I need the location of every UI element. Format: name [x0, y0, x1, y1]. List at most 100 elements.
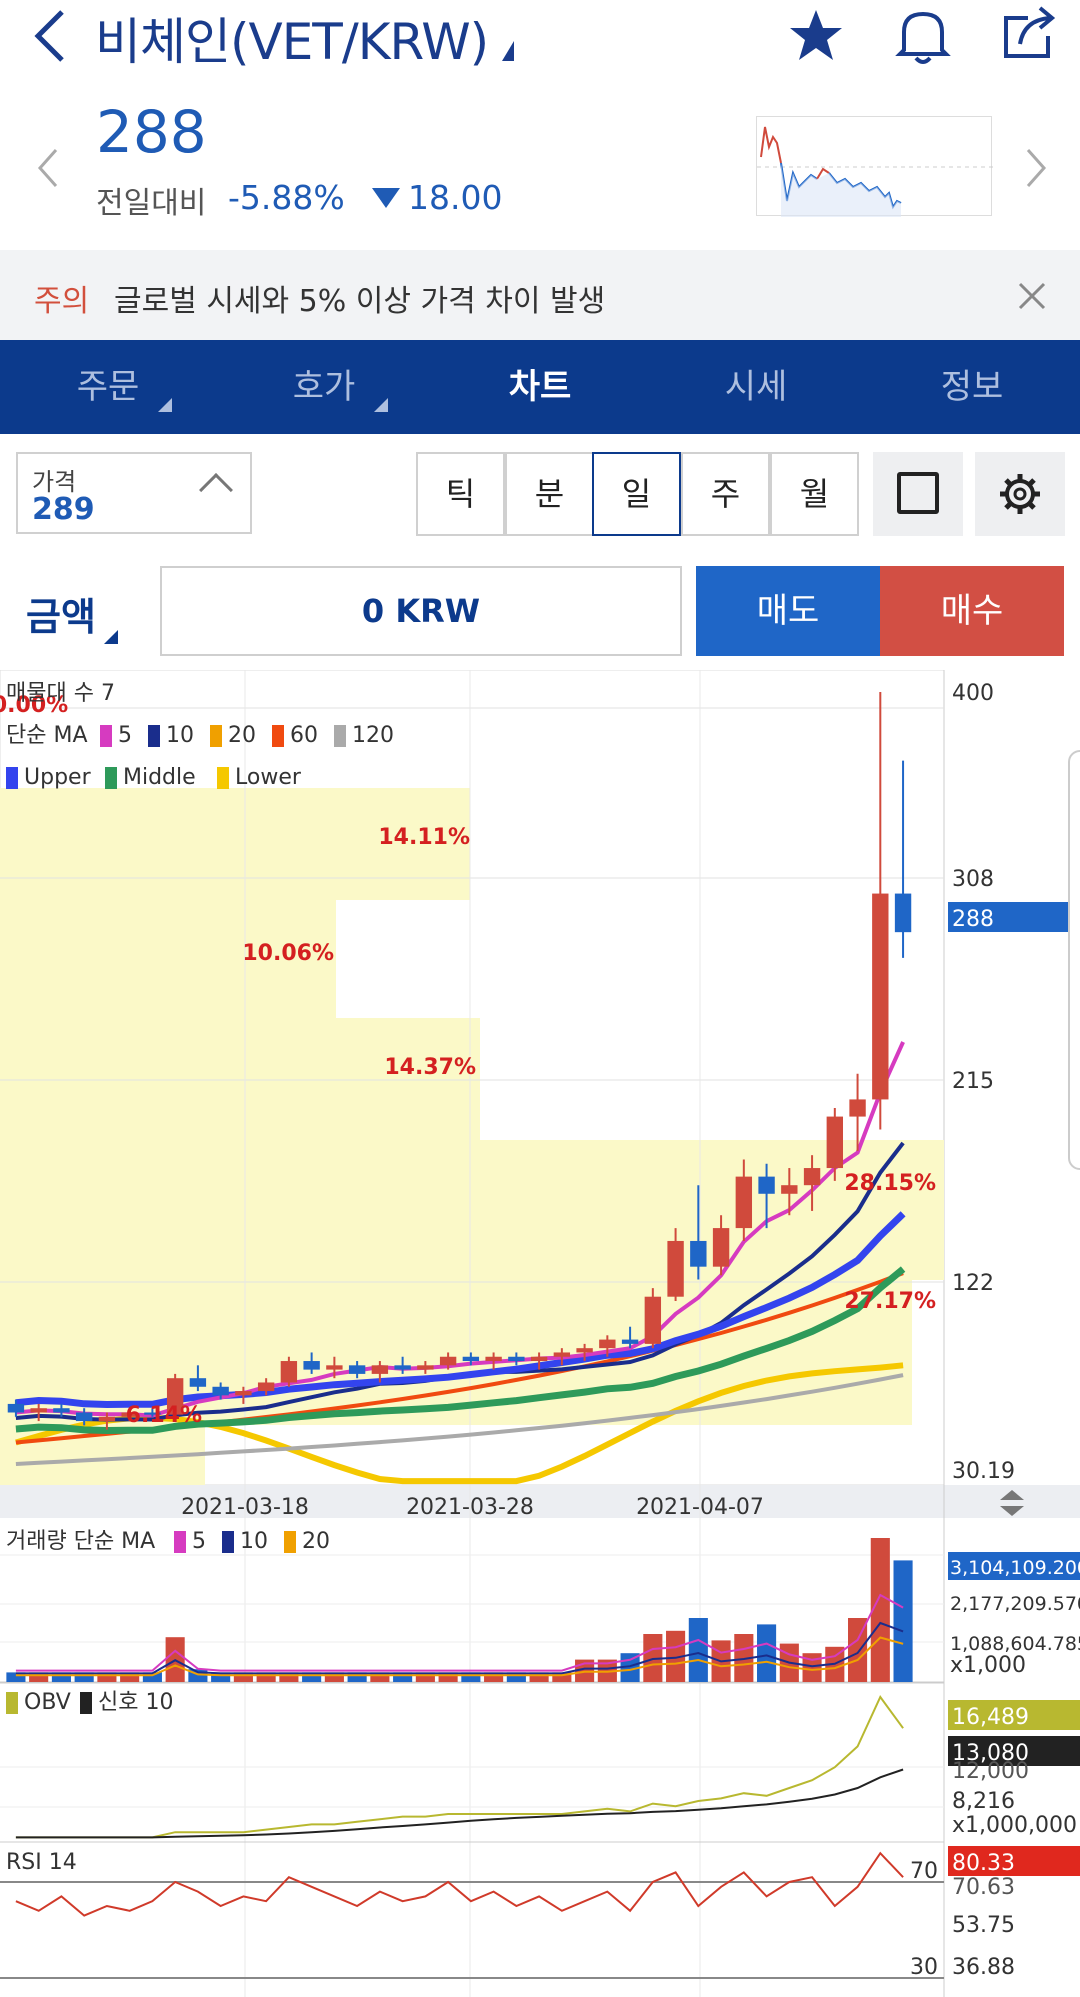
price-axis-tick: 215	[952, 1069, 994, 1094]
tab-label: 주문	[76, 367, 140, 407]
volume-bar	[393, 1672, 413, 1682]
amount-input[interactable]: 0 KRW	[160, 566, 682, 656]
ma120-line	[15, 1373, 904, 1466]
volume-bar	[529, 1672, 549, 1682]
obv-line	[15, 1695, 904, 1839]
buy-button[interactable]: 매수	[880, 566, 1064, 656]
rsi-level-label: 70	[910, 1859, 938, 1884]
close-icon[interactable]	[1016, 280, 1048, 312]
candle-body	[166, 1378, 184, 1415]
tab-chart[interactable]: 차트	[432, 340, 648, 434]
volume-legend-swatch	[174, 1531, 186, 1553]
candle-body	[599, 1339, 616, 1349]
volume-bar	[870, 1538, 890, 1682]
period-minute[interactable]: 분	[505, 452, 594, 536]
profile-percent-label: 28.15%	[844, 1171, 936, 1196]
profile-legend: 매물대 수 7	[6, 681, 115, 706]
obv-axis-tick: 8,216	[952, 1789, 1015, 1814]
bell-icon[interactable]	[894, 4, 952, 66]
tab-bar	[0, 340, 1080, 434]
volume-axis-tick: 3,104,109.200	[950, 1557, 1080, 1579]
volume-bar	[484, 1672, 504, 1682]
tab-quotes[interactable]: 시세	[648, 340, 864, 434]
ma-legend-item: 120	[352, 723, 394, 748]
volume-bar	[438, 1672, 458, 1682]
volume-bar	[415, 1672, 435, 1682]
ma-legend-item: 10	[166, 723, 194, 748]
period-month[interactable]: 월	[770, 452, 859, 536]
volume-ma20-line	[15, 1636, 904, 1677]
candle-body	[280, 1361, 298, 1383]
settings-button[interactable]	[975, 452, 1065, 536]
volume-bar	[666, 1630, 686, 1682]
volume-bar	[302, 1672, 322, 1682]
period-week[interactable]: 주	[681, 452, 770, 536]
tab-order[interactable]: 주문	[0, 340, 216, 434]
ma-legend-swatch	[100, 725, 112, 747]
date-axis-tick: 2021-03-18	[181, 1495, 309, 1520]
back-icon[interactable]	[30, 8, 70, 64]
volume-legend-item: 5	[192, 1529, 206, 1554]
tab-label: 차트	[508, 367, 572, 407]
obv-tag-bg	[948, 1700, 1080, 1730]
change-percent: -5.88%	[228, 178, 345, 217]
tab-label: 시세	[724, 367, 788, 407]
tab-caret-icon	[158, 398, 172, 412]
bb-legend-item: Middle	[123, 765, 196, 790]
period-day[interactable]: 일	[592, 452, 681, 536]
period-tick[interactable]: 틱	[416, 452, 505, 536]
candle-body	[212, 1386, 229, 1396]
candle-body	[667, 1240, 684, 1297]
volume-axis-tick: 2,177,209.570	[950, 1593, 1080, 1615]
page-title[interactable]: 비체인(VET/KRW)	[95, 2, 515, 74]
price-chart[interactable]: 0.00% 14.11% 10.06% 14.37% 28.15% 27.17% 6.14%…	[0, 670, 1080, 1997]
side-drawer-handle[interactable]	[1068, 750, 1080, 1170]
candle-body	[98, 1416, 116, 1422]
obv-axis-tick: 12,000	[952, 1759, 1029, 1784]
candle-body	[75, 1412, 93, 1422]
sell-button[interactable]: 매도	[696, 566, 880, 656]
volume-profile-band	[0, 900, 336, 1018]
tab-orderbook[interactable]: 호가	[216, 340, 432, 434]
rsi-axis-tick: 70.63	[952, 1875, 1015, 1900]
obv-signal-label: 신호 10	[98, 1690, 173, 1715]
rsi-legend-label: RSI 14	[6, 1850, 77, 1875]
volume-ma5-line	[15, 1593, 904, 1672]
candle-body	[121, 1412, 138, 1417]
volume-bar	[848, 1618, 868, 1682]
bb-legend-swatch	[105, 767, 117, 789]
profile-percent-label: 14.11%	[378, 825, 470, 850]
rsi-tag-bg	[948, 1846, 1080, 1876]
tab-info[interactable]: 정보	[864, 340, 1080, 434]
profile-percent-label: 0.00%	[0, 693, 68, 718]
resize-up-icon	[1000, 1490, 1024, 1500]
bb-upper-line	[15, 1211, 906, 1409]
volume-bar	[6, 1672, 26, 1682]
volume-bar	[802, 1653, 822, 1682]
candle-body	[348, 1365, 366, 1374]
rsi-axis-tick: 80.33	[952, 1851, 1015, 1876]
amount-type-label[interactable]: 금액	[26, 595, 96, 639]
candle-body	[553, 1352, 571, 1357]
price-axis-tick: 122	[952, 1271, 994, 1296]
fullscreen-button[interactable]	[873, 452, 963, 536]
profile-percent-label: 14.37%	[384, 1055, 476, 1080]
next-market-icon[interactable]	[1024, 146, 1048, 190]
price-selector[interactable]	[16, 452, 252, 534]
share-icon[interactable]	[998, 4, 1058, 64]
candle-body	[257, 1382, 275, 1392]
obv-axis-unit: x1,000,000	[952, 1813, 1077, 1838]
ma-legend-swatch	[210, 725, 222, 747]
rsi-line	[15, 1851, 904, 1917]
dropdown-caret-icon	[104, 630, 118, 644]
volume-profile-band	[0, 1140, 944, 1280]
star-icon[interactable]	[786, 6, 846, 66]
price-axis-tick: 30.19	[952, 1459, 1015, 1484]
profile-percent-label: 10.06%	[242, 941, 334, 966]
warning-banner	[0, 250, 1080, 340]
mini-chart[interactable]	[756, 116, 993, 217]
volume-bar	[51, 1672, 71, 1682]
candle-body	[576, 1348, 593, 1353]
prev-market-icon[interactable]	[36, 146, 60, 190]
volume-profile-band	[0, 788, 470, 900]
